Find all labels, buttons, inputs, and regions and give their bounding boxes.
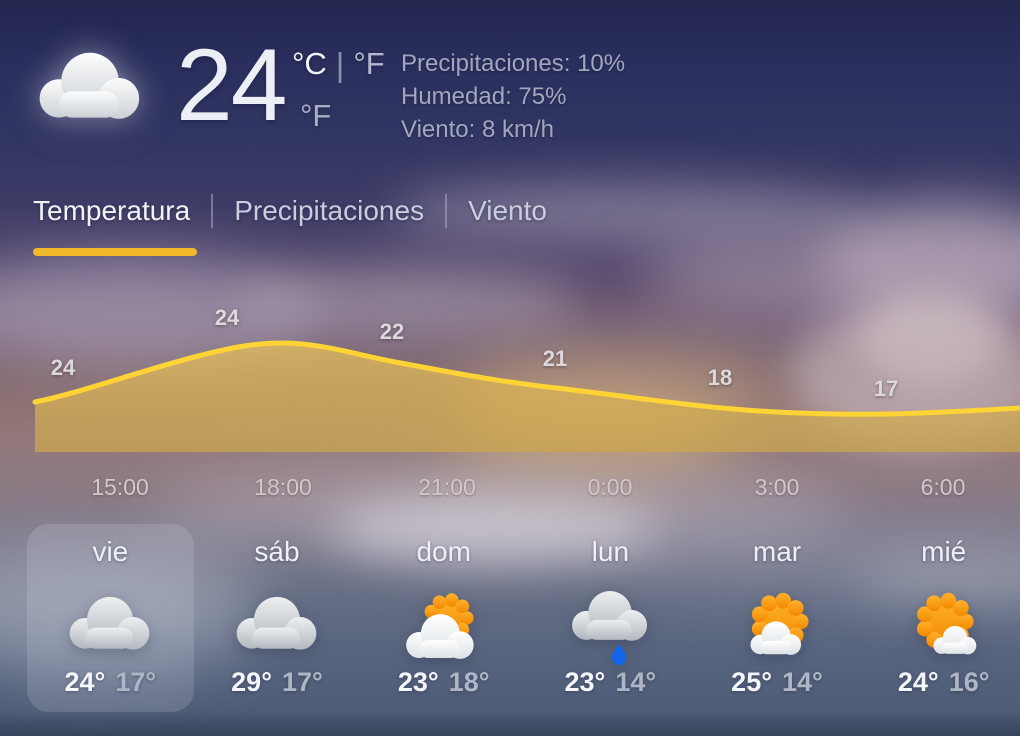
forecast-day-sab[interactable]: sáb 29° 17°: [194, 524, 361, 712]
precipitation-detail: Precipitaciones: 10%: [401, 50, 626, 77]
unit-fahrenheit[interactable]: °F: [353, 46, 385, 81]
low-temp: 17°: [282, 667, 323, 697]
cloudy-icon: [70, 596, 150, 650]
chart-point-label: 18: [707, 365, 733, 390]
tab-divider: [445, 194, 448, 228]
high-temp: 25°: [731, 667, 773, 697]
daily-forecast: vie 24° 17° sáb 29° 17° dom 23°: [27, 524, 1020, 712]
low-temp: 18°: [448, 667, 490, 697]
time-tick: 6:00: [920, 474, 966, 500]
forecast-day-mar[interactable]: mar 25° 14°: [694, 524, 861, 712]
sun-with-cloud-icon: [750, 592, 809, 655]
temperature-chart[interactable]: 24 24 22 21 18 17: [0, 278, 1020, 454]
unit-fahrenheit-secondary: °F: [300, 98, 332, 133]
temperature-curve: [32, 340, 1020, 452]
day-label: dom: [416, 536, 471, 567]
forecast-day-mie[interactable]: mié 24° 16°: [860, 524, 1020, 712]
tab-viento[interactable]: Viento: [468, 195, 547, 227]
tab-precipitaciones[interactable]: Precipitaciones: [234, 195, 424, 227]
low-temp: 17°: [115, 667, 157, 697]
day-label: vie: [92, 536, 129, 567]
chart-line: [32, 340, 1020, 417]
forecast-day-dom[interactable]: dom 23° 18°: [360, 524, 527, 712]
cloudy-icon: [39, 52, 140, 119]
high-temp: 24°: [897, 667, 939, 697]
forecast-day-lun[interactable]: lun 23° 14°: [527, 524, 694, 712]
low-temp: 16°: [948, 667, 990, 697]
time-tick: 18:00: [254, 474, 312, 500]
day-label: mar: [752, 536, 802, 567]
day-label: sáb: [254, 536, 300, 567]
forecast-day-vie[interactable]: vie 24° 17°: [27, 524, 194, 712]
high-temp: 29°: [231, 667, 272, 697]
high-temp: 24°: [64, 667, 106, 697]
high-temp: 23°: [564, 667, 606, 697]
time-tick: 15:00: [91, 474, 149, 500]
high-temp: 23°: [397, 667, 439, 697]
current-temperature: 24: [176, 28, 287, 142]
time-tick: 0:00: [587, 474, 633, 500]
active-tab-underline: [33, 248, 197, 256]
tab-temperatura-label: Temperatura: [33, 195, 191, 226]
sun-behind-cloud-icon: [405, 593, 474, 659]
time-axis: 15:00 18:00 21:00 0:00 3:00 6:00: [0, 474, 1020, 504]
chart-point-label: 22: [379, 319, 405, 344]
wind-detail: Viento: 8 km/h: [401, 116, 554, 143]
time-tick: 3:00: [754, 474, 800, 500]
day-label: mié: [921, 536, 967, 567]
chart-point-label: 24: [50, 355, 76, 380]
bottom-shade: [0, 710, 1020, 736]
time-tick: 21:00: [418, 474, 476, 500]
tab-viento-label: Viento: [468, 195, 547, 226]
chart-point-label: 17: [873, 376, 899, 401]
chart-point-label: 21: [542, 346, 568, 371]
unit-celsius[interactable]: °C: [292, 46, 327, 81]
tab-temperatura[interactable]: Temperatura: [33, 195, 197, 256]
chart-point-label: 24: [214, 305, 240, 330]
tab-divider: [211, 194, 214, 228]
humidity-detail: Humedad: 75%: [401, 83, 567, 110]
rain-icon: [572, 591, 648, 666]
current-details: Precipitaciones: 10% Humedad: 75% Viento…: [401, 47, 625, 146]
chart-area-fill: [35, 343, 1020, 452]
low-temp: 14°: [782, 667, 823, 697]
sun-with-cloud-icon: [916, 592, 976, 655]
day-label: lun: [591, 536, 630, 567]
unit-divider: |: [335, 46, 345, 83]
raindrop: [612, 644, 627, 666]
cloudy-icon: [236, 596, 317, 650]
low-temp: 14°: [615, 667, 657, 697]
chart-tabs: Temperatura Precipitaciones Viento: [33, 194, 547, 256]
unit-toggle: °C | °F °F: [292, 48, 385, 134]
tab-precipitaciones-label: Precipitaciones: [234, 195, 425, 226]
